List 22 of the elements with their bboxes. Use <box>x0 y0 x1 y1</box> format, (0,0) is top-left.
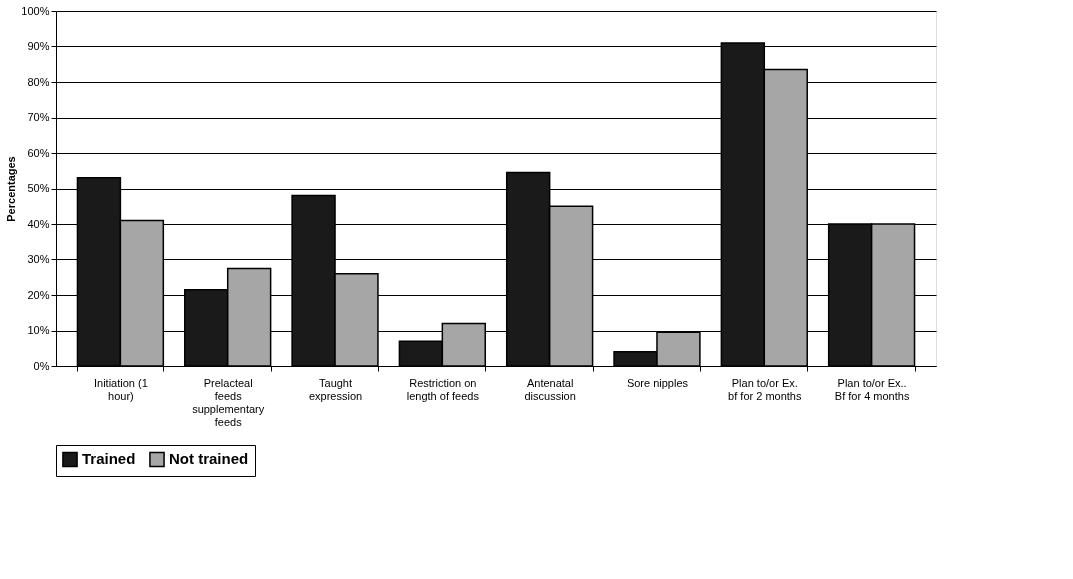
x-tick-label: Sore nipples <box>626 376 689 389</box>
x-tick-label: Taught expression <box>308 376 363 402</box>
y-tick-label: 100% <box>21 4 50 17</box>
legend-label: Not trained <box>169 450 249 468</box>
x-tick-label: Plan to/or Ex.. Bf for 4 months <box>834 376 910 402</box>
y-tick-label: 80% <box>27 75 50 88</box>
y-tick-label: 0% <box>33 359 50 372</box>
y-tick-label: 90% <box>27 40 50 52</box>
y-tick-label: 10% <box>27 324 50 336</box>
legend-label: Trained <box>82 450 136 468</box>
y-tick-label: 70% <box>27 111 50 123</box>
y-tick-label: 60% <box>27 146 50 159</box>
y-tick-label: 30% <box>27 253 50 265</box>
x-tick-label: Initiation (1 hour) <box>93 376 148 402</box>
y-tick-label: 50% <box>27 182 50 194</box>
x-tick-label: Prelacteal feeds supplementary feeds <box>192 376 265 428</box>
x-tick-label: Plan to/or Ex. bf for 2 months <box>728 376 802 402</box>
y-axis-title: Percentages <box>5 156 18 222</box>
x-tick-label: Antenatal discussion <box>524 376 576 402</box>
y-tick-label: 40% <box>27 217 50 230</box>
y-tick-label: 20% <box>27 288 50 301</box>
x-tick-label: Restriction on length of feeds <box>406 376 480 402</box>
